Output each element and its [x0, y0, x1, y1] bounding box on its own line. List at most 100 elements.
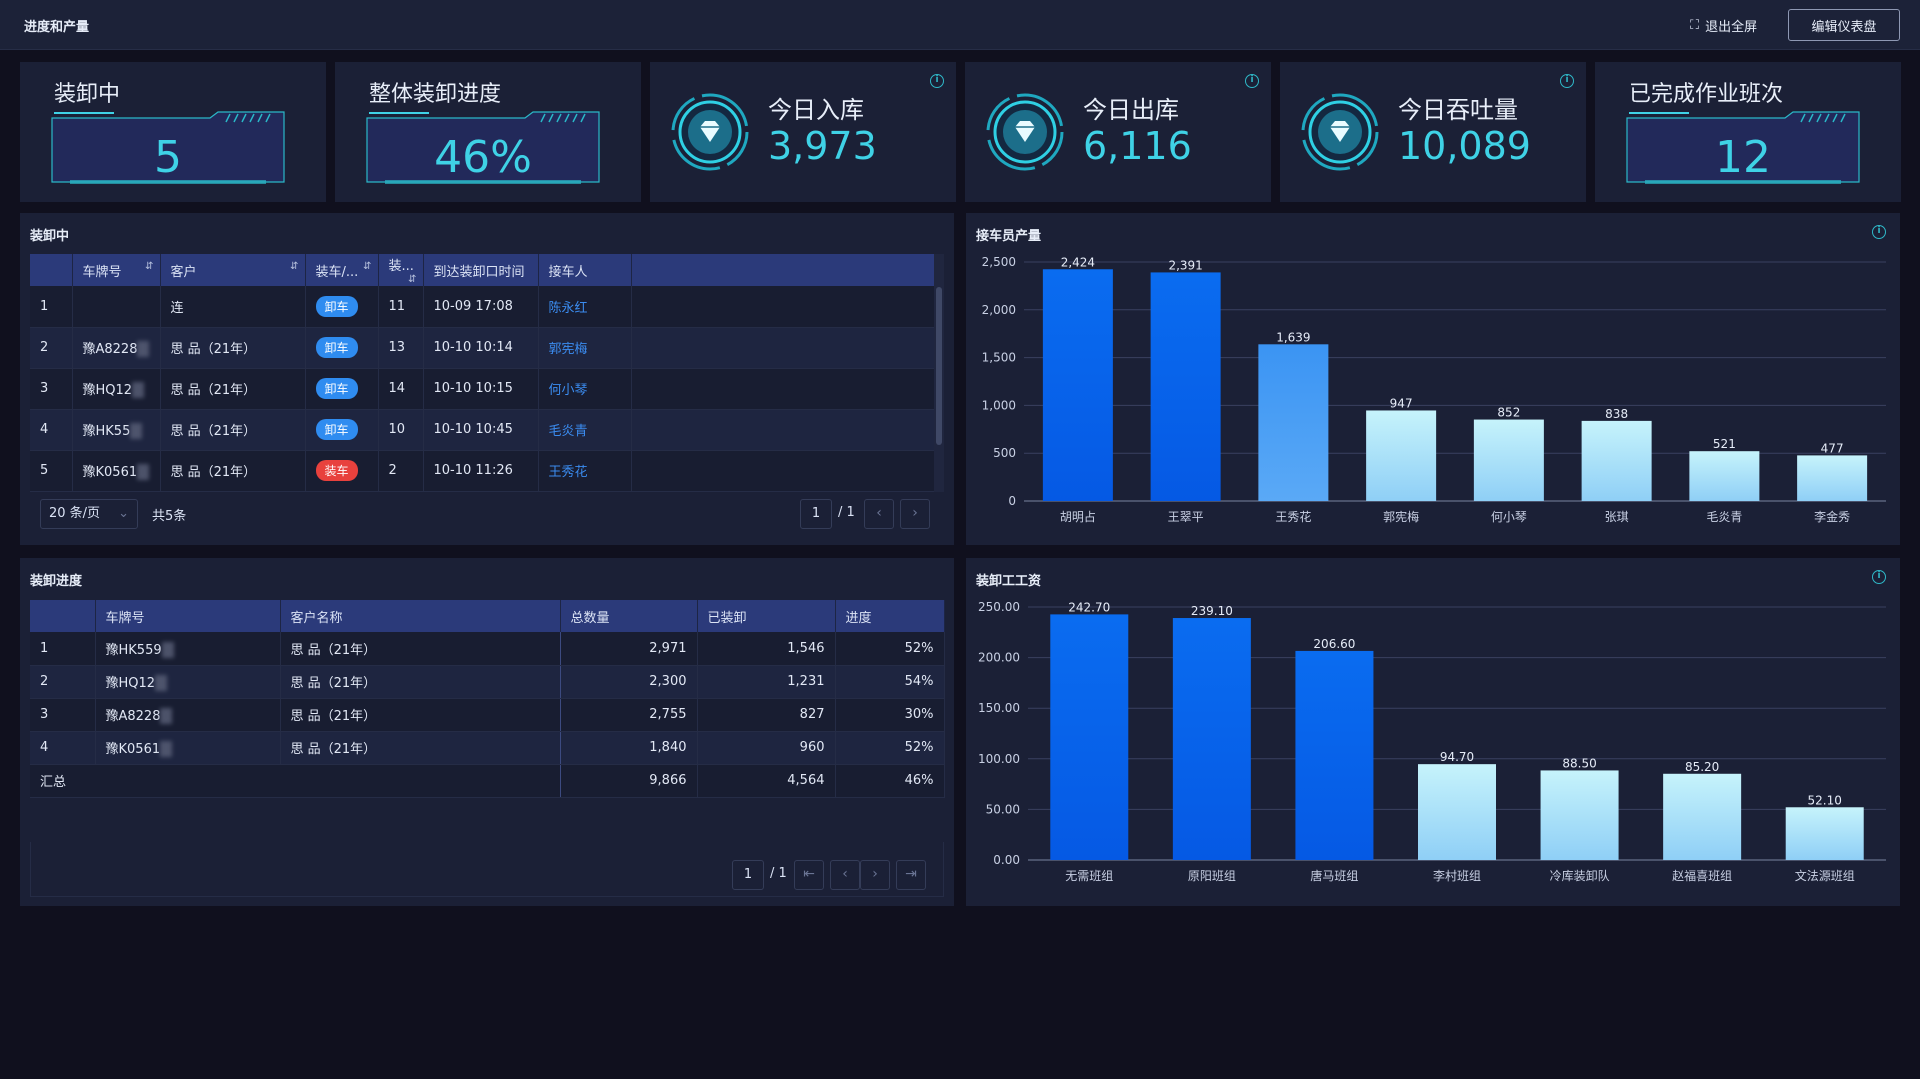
plate-cell: 豫HK55	[72, 409, 161, 451]
diamond-icon	[1301, 93, 1379, 171]
receiver-link[interactable]: 何小琴	[548, 383, 588, 398]
sort-icon[interactable]: ⇵	[408, 274, 417, 285]
total-cell: 2,300	[560, 665, 698, 699]
next-page-button[interactable]: ›	[900, 499, 930, 529]
plate-cell: 豫K0561	[72, 450, 161, 492]
bar[interactable]	[1258, 344, 1329, 501]
sort-icon[interactable]: ⇵	[363, 260, 372, 272]
y-tick-label: 150.00	[978, 701, 1020, 715]
row-index: 2	[30, 665, 96, 699]
loading-table: 车牌号 ⇵ 客户 ⇵ 装车/... ⇵ 装... ⇵ 到达装卸口时间 接车人 1 连卸车 1…	[30, 254, 935, 492]
y-tick-label: 100.00	[978, 752, 1020, 766]
receiver-cell[interactable]: 毛炎青	[538, 409, 632, 451]
table-row[interactable]: 4 豫HK55 思 品（21年） 卸车 10 10-10 10:45 毛炎青	[30, 409, 935, 451]
receiver-cell[interactable]: 王秀花	[538, 450, 632, 492]
page-input[interactable]: 1	[800, 499, 832, 529]
bar[interactable]	[1418, 764, 1496, 860]
table-row[interactable]: 3 豫A8228 思 品（21年） 2,755 827 30%	[30, 698, 945, 732]
worker-wage-panel: 装卸工工资 i 250.00 200.00 150.00 100.00 50.00 0.0…	[966, 558, 1900, 906]
bar[interactable]	[1581, 420, 1652, 501]
kpi-frame: 5	[50, 110, 286, 186]
column-header-qty[interactable]: 装... ⇵	[378, 254, 424, 286]
bar[interactable]	[1663, 773, 1742, 860]
kpi-value: 6,116	[1083, 124, 1192, 168]
plate-cell: 豫K0561	[95, 731, 281, 765]
table-row[interactable]: 4 豫K0561 思 品（21年） 1,840 960 52%	[30, 731, 945, 765]
info-icon[interactable]: i	[930, 74, 944, 88]
bar[interactable]	[1295, 650, 1374, 860]
edit-dashboard-button[interactable]: 编辑仪表盘	[1788, 9, 1900, 41]
top-bar: 进度和产量 ⛶ 退出全屏 编辑仪表盘	[0, 0, 1920, 50]
kpi-value: 5	[154, 132, 182, 183]
table-row[interactable]: 3 豫HQ12 思 品（21年） 卸车 14 10-10 10:15 何小琴	[30, 368, 935, 410]
receiver-link[interactable]: 郭宪梅	[548, 342, 588, 357]
last-page-button[interactable]: ⇥	[896, 860, 926, 890]
receiver-cell[interactable]: 何小琴	[538, 368, 632, 410]
prev-page-button[interactable]: ‹	[864, 499, 894, 529]
type-badge: 卸车	[315, 295, 358, 317]
data-label: 852	[1497, 406, 1520, 420]
qty-cell: 13	[378, 327, 424, 369]
table-row[interactable]: 2 豫A8228 思 品（21年） 卸车 13 10-10 10:14 郭宪梅	[30, 327, 935, 369]
y-tick-label: 1,000	[982, 398, 1016, 412]
bar[interactable]	[1042, 269, 1113, 501]
bar[interactable]	[1785, 807, 1864, 860]
first-page-button[interactable]: ⇤	[794, 860, 824, 890]
sort-icon[interactable]: ⇵	[145, 260, 154, 272]
scrollbar-thumb[interactable]	[936, 287, 942, 445]
x-tick-label: 文法源班组	[1795, 868, 1855, 883]
receiver-link[interactable]: 王秀花	[548, 465, 588, 480]
table-row[interactable]: 1 豫HK559 思 品（21年） 2,971 1,546 52%	[30, 632, 945, 666]
table-row[interactable]: 5 豫K0561 思 品（21年） 装车 2 10-10 11:26 王秀花	[30, 450, 935, 492]
empty-cell	[631, 409, 935, 451]
receiver-output-panel: 接车员产量 i 2,500 2,000 1,500 1,000 500 0 2,424 胡明占…	[966, 213, 1900, 545]
panel-title: 装卸进度	[30, 574, 83, 589]
exit-fullscreen-button[interactable]: ⛶ 退出全屏	[1690, 16, 1757, 35]
customer-cell: 思 品（21年）	[280, 731, 561, 765]
x-tick-label: 毛炎青	[1706, 510, 1742, 524]
data-label: 2,391	[1168, 258, 1202, 272]
column-header-type[interactable]: 装车/... ⇵	[305, 254, 379, 286]
data-label: 947	[1390, 396, 1413, 410]
column-header-arrive[interactable]: 到达装卸口时间	[423, 254, 539, 286]
column-header-customer[interactable]: 客户 ⇵	[160, 254, 306, 286]
data-label: 521	[1713, 437, 1736, 451]
bar[interactable]	[1050, 614, 1129, 860]
column-header-done: 已装卸	[697, 600, 836, 632]
bar[interactable]	[1540, 770, 1619, 860]
sort-icon[interactable]: ⇵	[290, 260, 299, 272]
row-index: 3	[30, 368, 73, 410]
page-input[interactable]: 1	[732, 860, 764, 890]
bar[interactable]	[1797, 455, 1868, 501]
bar[interactable]	[1172, 618, 1251, 860]
data-label: 242.70	[1068, 600, 1110, 614]
table-row[interactable]: 2 豫HQ12 思 品（21年） 2,300 1,231 54%	[30, 665, 945, 699]
bar[interactable]	[1366, 410, 1437, 501]
receiver-link[interactable]: 陈永红	[548, 300, 588, 316]
page-size-select[interactable]: 20 条/页 ⌄	[40, 499, 138, 529]
bar[interactable]	[1473, 419, 1544, 501]
receiver-cell[interactable]: 郭宪梅	[538, 327, 632, 369]
plate-cell: 豫A8228	[95, 698, 281, 732]
page-title: 进度和产量	[24, 20, 90, 35]
customer-cell: 思 品（21年）	[280, 632, 561, 666]
column-header-plate[interactable]: 车牌号 ⇵	[72, 254, 161, 286]
prev-page-button[interactable]: ‹	[830, 860, 860, 890]
row-index: 4	[30, 409, 73, 451]
receiver-link[interactable]: 毛炎青	[548, 424, 588, 439]
kpi-title: 整体装卸进度	[369, 82, 502, 107]
row-index: 4	[30, 731, 96, 765]
info-icon[interactable]: i	[1560, 74, 1574, 88]
type-badge: 卸车	[315, 378, 358, 399]
info-icon[interactable]: i	[1245, 74, 1259, 88]
receiver-cell[interactable]: 陈永红	[538, 286, 632, 328]
next-page-button[interactable]: ›	[860, 860, 890, 890]
info-icon[interactable]: i	[1872, 570, 1886, 584]
qty-cell: 2	[378, 450, 424, 492]
x-tick-label: 无需班组	[1065, 869, 1113, 883]
bar[interactable]	[1689, 451, 1760, 501]
bar[interactable]	[1150, 272, 1221, 501]
info-icon[interactable]: i	[1872, 225, 1886, 239]
table-row[interactable]: 1 连卸车 11 10-09 17:08 陈永红	[30, 286, 935, 328]
kpi-card-inbound: i 今日入库 3,973	[650, 62, 956, 202]
